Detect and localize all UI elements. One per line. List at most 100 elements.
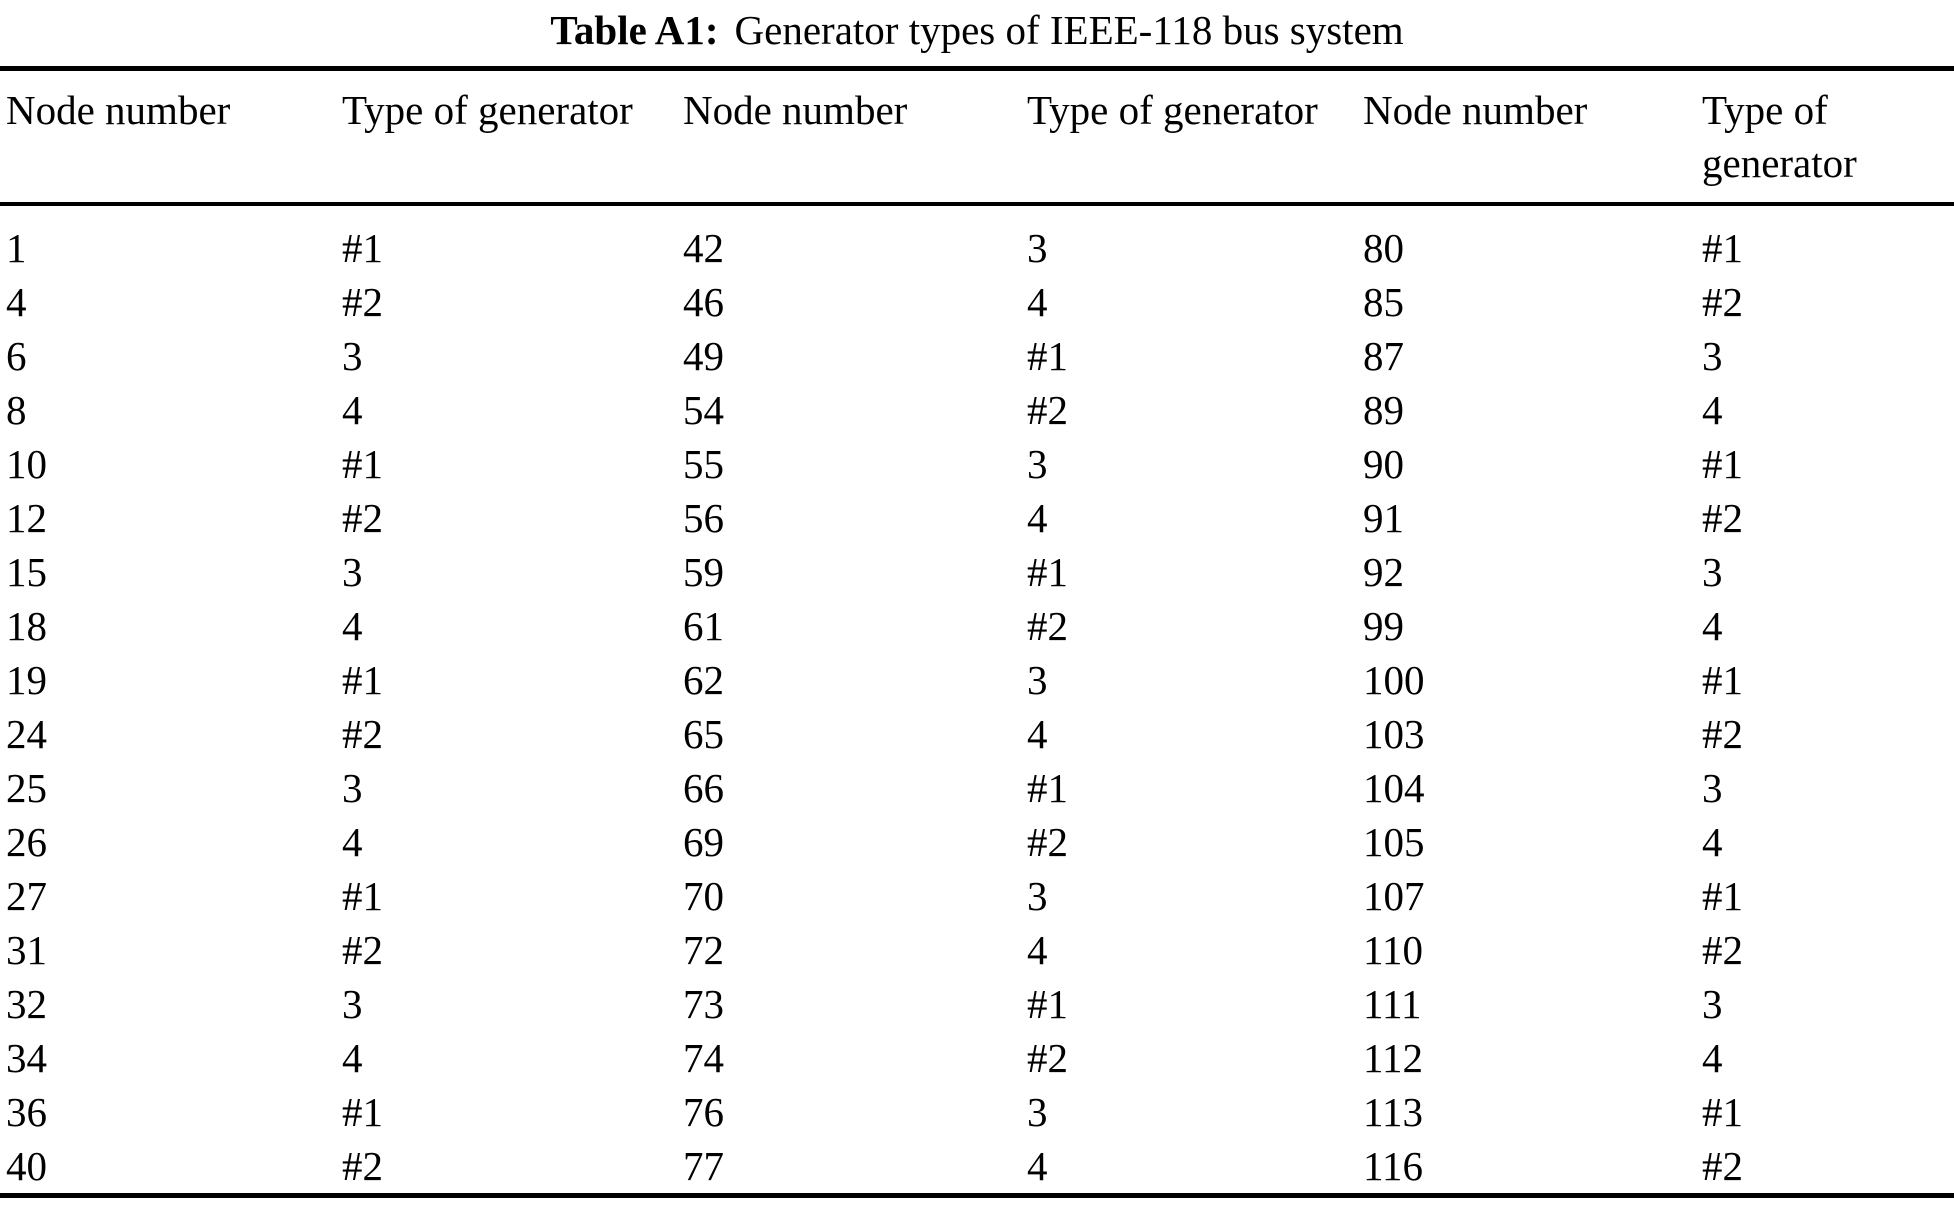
table-row: 34 4 74 #2 112 4 bbox=[0, 1031, 1954, 1085]
table-cell: 4 bbox=[1702, 818, 1723, 865]
table-cell: 66 bbox=[683, 764, 724, 811]
table-cell: 61 bbox=[683, 602, 724, 649]
table-cell: 90 bbox=[1363, 440, 1404, 487]
table-caption: Table A1: Generator types of IEEE-118 bus… bbox=[0, 0, 1954, 66]
table-cell: 4 bbox=[1027, 1142, 1048, 1189]
table-cell: 49 bbox=[683, 332, 724, 379]
table-cell: #1 bbox=[1027, 980, 1068, 1027]
table-cell: 105 bbox=[1363, 818, 1425, 865]
table-cell: #2 bbox=[342, 926, 383, 973]
column-header-generator-type-3: Type of generator bbox=[1696, 68, 1954, 206]
table-row: 32 3 73 #1 111 3 bbox=[0, 977, 1954, 1031]
table-cell: 70 bbox=[683, 872, 724, 919]
table-cell: 40 bbox=[6, 1142, 47, 1189]
table-cell: 8 bbox=[6, 386, 27, 433]
table-cell: 18 bbox=[6, 602, 47, 649]
table-row: 25 3 66 #1 104 3 bbox=[0, 761, 1954, 815]
table-cell: 4 bbox=[342, 386, 363, 433]
table-row: 18 4 61 #2 99 4 bbox=[0, 599, 1954, 653]
column-header-node-number-1: Node number bbox=[0, 68, 336, 206]
table-cell: 3 bbox=[342, 980, 363, 1027]
table-cell: 4 bbox=[342, 818, 363, 865]
table-cell: #2 bbox=[1027, 1034, 1068, 1081]
table-cell: 74 bbox=[683, 1034, 724, 1081]
table-cell: 85 bbox=[1363, 278, 1404, 325]
table-cell: 4 bbox=[1027, 494, 1048, 541]
table-body: 1 #1 42 3 80 #1 4 #2 46 4 85 #2 6 3 49 #1 87 3 8 4 54 #2 89 4 10… bbox=[0, 204, 1954, 1196]
table-cell: 107 bbox=[1363, 872, 1425, 919]
table-cell: 89 bbox=[1363, 386, 1404, 433]
table-cell: 19 bbox=[6, 656, 47, 703]
table-cell: 3 bbox=[1027, 440, 1048, 487]
table-cell: 4 bbox=[1027, 710, 1048, 757]
table-cell: 36 bbox=[6, 1088, 47, 1135]
table-cell: 42 bbox=[683, 224, 724, 271]
column-header-node-number-3: Node number bbox=[1357, 68, 1696, 206]
table-row: 40 #2 77 4 116 #2 bbox=[0, 1139, 1954, 1196]
table-cell: 73 bbox=[683, 980, 724, 1027]
table-cell: 25 bbox=[6, 764, 47, 811]
table-row: 4 #2 46 4 85 #2 bbox=[0, 275, 1954, 329]
table-cell: 77 bbox=[683, 1142, 724, 1189]
table-cell: 34 bbox=[6, 1034, 47, 1081]
table-cell: 76 bbox=[683, 1088, 724, 1135]
table-cell: 69 bbox=[683, 818, 724, 865]
table-cell: 54 bbox=[683, 386, 724, 433]
table-row: 15 3 59 #1 92 3 bbox=[0, 545, 1954, 599]
table-cell: #1 bbox=[342, 224, 383, 271]
table-cell: 3 bbox=[1027, 1088, 1048, 1135]
table-row: 27 #1 70 3 107 #1 bbox=[0, 869, 1954, 923]
table-cell: 3 bbox=[1702, 332, 1723, 379]
table-cell: #2 bbox=[1027, 602, 1068, 649]
table-cell: 65 bbox=[683, 710, 724, 757]
table-cell: #2 bbox=[1702, 494, 1743, 541]
table-cell: 15 bbox=[6, 548, 47, 595]
table-row: 31 #2 72 4 110 #2 bbox=[0, 923, 1954, 977]
table-cell: #1 bbox=[1027, 548, 1068, 595]
table-cell: #2 bbox=[1702, 710, 1743, 757]
table-cell: #2 bbox=[1702, 278, 1743, 325]
table-cell: 3 bbox=[1027, 872, 1048, 919]
table-cell: 4 bbox=[1702, 602, 1723, 649]
table-cell: 3 bbox=[1027, 224, 1048, 271]
table-cell: 103 bbox=[1363, 710, 1425, 757]
table-cell: #2 bbox=[342, 278, 383, 325]
table-cell: #1 bbox=[342, 656, 383, 703]
table-cell: 27 bbox=[6, 872, 47, 919]
table-cell: 3 bbox=[1027, 656, 1048, 703]
column-header-generator-type-1: Type of generator bbox=[336, 68, 677, 206]
table-cell: 59 bbox=[683, 548, 724, 595]
table-cell: #2 bbox=[1027, 386, 1068, 433]
table-cell: 112 bbox=[1363, 1034, 1423, 1081]
table-caption-label: Table A1: bbox=[550, 7, 719, 53]
table-cell: 110 bbox=[1363, 926, 1423, 973]
table-row: 19 #1 62 3 100 #1 bbox=[0, 653, 1954, 707]
header-row: Node number Type of generator Node numbe… bbox=[0, 68, 1954, 206]
table-cell: 100 bbox=[1363, 656, 1425, 703]
table-cell: 62 bbox=[683, 656, 724, 703]
table-cell: 4 bbox=[1702, 1034, 1723, 1081]
table-cell: 1 bbox=[6, 224, 27, 271]
table-cell: 72 bbox=[683, 926, 724, 973]
table-cell: #1 bbox=[342, 1088, 383, 1135]
table-cell: #1 bbox=[342, 440, 383, 487]
table-cell: 4 bbox=[1702, 386, 1723, 433]
table-cell: 80 bbox=[1363, 224, 1404, 271]
table-cell: #1 bbox=[1702, 224, 1743, 271]
table-cell: 56 bbox=[683, 494, 724, 541]
table-cell: 3 bbox=[1702, 548, 1723, 595]
table-cell: 31 bbox=[6, 926, 47, 973]
table-cell: 3 bbox=[342, 548, 363, 595]
table-cell: 12 bbox=[6, 494, 47, 541]
table-cell: 4 bbox=[342, 602, 363, 649]
table-cell: 10 bbox=[6, 440, 47, 487]
table-cell: #2 bbox=[1702, 926, 1743, 973]
table-cell: 99 bbox=[1363, 602, 1404, 649]
table-cell: 3 bbox=[1702, 764, 1723, 811]
table-cell: #1 bbox=[1702, 440, 1743, 487]
table-cell: 116 bbox=[1363, 1142, 1423, 1189]
table-cell: 104 bbox=[1363, 764, 1425, 811]
table-cell: #2 bbox=[342, 494, 383, 541]
table-cell: 91 bbox=[1363, 494, 1404, 541]
table-cell: 4 bbox=[342, 1034, 363, 1081]
